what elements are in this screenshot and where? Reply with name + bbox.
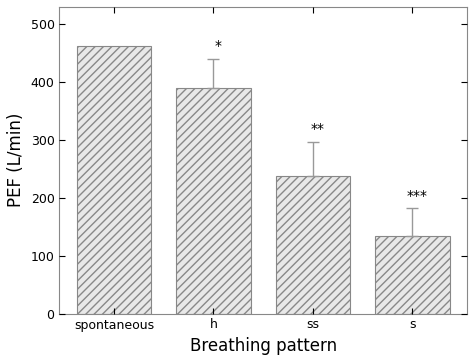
- Bar: [176, 88, 251, 313]
- Bar: [375, 236, 450, 313]
- Y-axis label: PEF (L/min): PEF (L/min): [7, 113, 25, 207]
- Text: ***: ***: [407, 189, 428, 202]
- Text: *: *: [215, 39, 222, 53]
- Bar: [276, 177, 350, 313]
- Bar: [77, 46, 151, 313]
- X-axis label: Breathing pattern: Breathing pattern: [190, 337, 337, 355]
- Text: **: **: [311, 122, 325, 136]
